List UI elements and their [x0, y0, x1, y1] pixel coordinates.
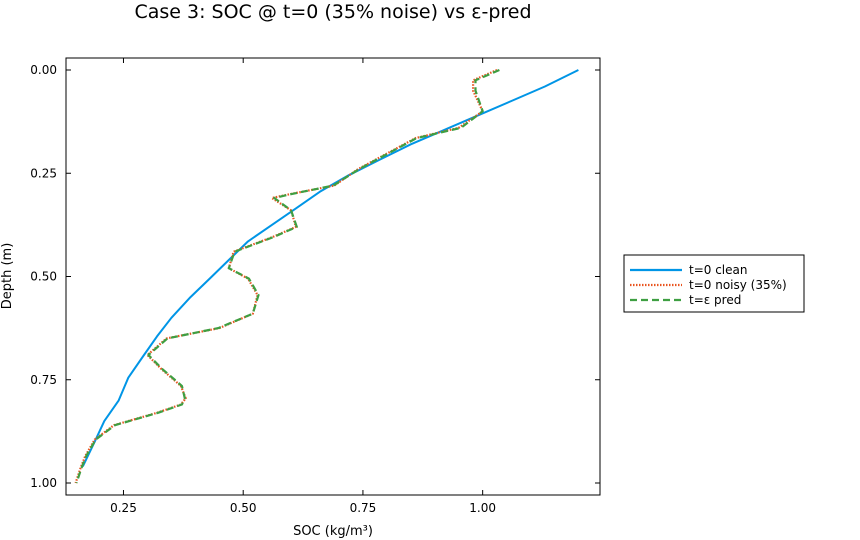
- y-axis-label: Depth (m): [0, 243, 15, 310]
- x-tick-label: 0.50: [230, 501, 257, 515]
- x-axis: 0.25 0.50 0.75 1.00: [110, 58, 496, 515]
- chart-title: Case 3: SOC @ t=0 (35% noise) vs ε-pred: [134, 1, 531, 23]
- legend-label: t=0 clean: [689, 263, 747, 277]
- y-tick-label: 0.25: [30, 166, 57, 180]
- series-line-1: [81, 69, 579, 467]
- legend-label: t=ε pred: [689, 293, 741, 307]
- y-tick-label: 0.00: [30, 63, 57, 77]
- y-tick-label: 0.75: [30, 373, 57, 387]
- y-axis: 0.00 0.25 0.50 0.75 1.00: [30, 63, 600, 490]
- y-tick-label: 0.50: [30, 270, 57, 284]
- series-line-3: [75, 68, 500, 484]
- y-tick-label: 1.00: [30, 476, 57, 490]
- x-axis-label: SOC (kg/m³): [293, 524, 373, 539]
- series-line-2: [74, 68, 498, 484]
- plot-frame: [65, 57, 601, 496]
- x-tick-label: 1.00: [469, 501, 496, 515]
- plot-area: [65, 57, 601, 496]
- x-tick-label: 0.75: [350, 501, 377, 515]
- series-lines: [74, 68, 579, 484]
- legend-label: t=0 noisy (35%): [689, 278, 787, 292]
- legend-box: [623, 254, 805, 313]
- x-tick-label: 0.25: [110, 501, 137, 515]
